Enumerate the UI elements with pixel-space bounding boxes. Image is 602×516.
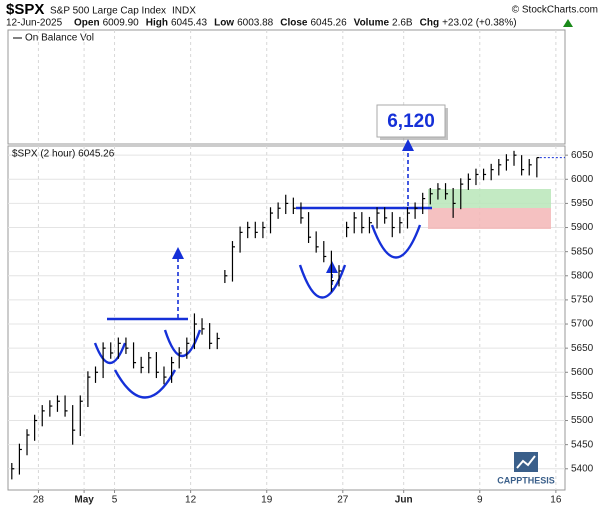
index-name: S&P 500 Large Cap Index bbox=[50, 6, 166, 17]
y-tick-label: 5550 bbox=[571, 391, 594, 402]
shoulder-arc bbox=[93, 342, 127, 364]
arrow-head bbox=[172, 247, 184, 259]
cup-arc bbox=[370, 224, 422, 259]
quote-value: 6045.26 bbox=[310, 18, 347, 29]
callout-box bbox=[376, 104, 446, 138]
quote-value: +23.02 (+0.38%) bbox=[442, 18, 517, 29]
target-zone bbox=[428, 189, 551, 208]
x-tick-label: May bbox=[74, 495, 94, 506]
y-tick-label: 5600 bbox=[571, 367, 594, 378]
head-arc bbox=[113, 369, 177, 399]
quote-line: Open 6009.90 High 6045.43 Low 6003.88 Close 604… bbox=[74, 18, 517, 29]
quote-label: Close bbox=[280, 18, 308, 29]
quote-value: 6045.43 bbox=[171, 18, 208, 29]
y-tick-label: 5900 bbox=[571, 222, 594, 233]
price-bars bbox=[11, 150, 565, 480]
price-panel bbox=[7, 145, 566, 491]
watermark: CAPPTHESIS bbox=[497, 452, 555, 485]
date: 12-Jun-2025 bbox=[6, 18, 63, 29]
y-tick-label: 5750 bbox=[571, 295, 594, 306]
up-arrow bbox=[563, 19, 573, 27]
y-tick-label: 5950 bbox=[571, 198, 594, 209]
y-tick-label: 5500 bbox=[571, 415, 594, 426]
quote-label: Volume bbox=[354, 18, 390, 29]
x-tick-label: 12 bbox=[185, 495, 197, 506]
quote-label: Low bbox=[214, 18, 234, 29]
cup-arc bbox=[298, 264, 347, 299]
arrow-head bbox=[402, 139, 414, 151]
x-tick-label: 9 bbox=[477, 495, 483, 506]
quote-value: 2.6B bbox=[392, 18, 413, 29]
quote-label: High bbox=[146, 18, 168, 29]
drawings bbox=[93, 139, 551, 399]
x-tick-label: Jun bbox=[395, 495, 413, 506]
quote-label: Chg bbox=[420, 18, 439, 29]
x-tick-label: 5 bbox=[112, 495, 118, 506]
x-tick-label: 28 bbox=[33, 495, 45, 506]
indicator-label: On Balance Vol bbox=[25, 33, 94, 44]
y-tick-label: 5650 bbox=[571, 343, 594, 354]
indicator-panel bbox=[7, 29, 566, 145]
logo-line bbox=[516, 455, 536, 469]
quote-label: Open bbox=[74, 18, 100, 29]
y-tick-label: 5800 bbox=[571, 270, 594, 281]
y-tick-label: 5700 bbox=[571, 319, 594, 330]
y-tick-label: 5400 bbox=[571, 463, 594, 474]
arrow-head bbox=[326, 261, 338, 273]
y-tick-label: 5450 bbox=[571, 439, 594, 450]
callout-text: 6,120 bbox=[387, 111, 435, 132]
x-tick-label: 19 bbox=[261, 495, 273, 506]
x-tick-label: 16 bbox=[550, 495, 562, 506]
x-tick-label: 27 bbox=[337, 495, 349, 506]
callout: 6,120 bbox=[376, 104, 448, 140]
series-legend: $SPX (2 hour) 6045.26 bbox=[12, 149, 115, 160]
watermark-text: CAPPTHESIS bbox=[497, 475, 555, 485]
y-tick-label: 5850 bbox=[571, 246, 594, 257]
y-tick-label: 6000 bbox=[571, 174, 594, 185]
shoulder-arc bbox=[163, 329, 202, 358]
quote-value: 6009.90 bbox=[103, 18, 140, 29]
exchange: INDX bbox=[172, 6, 196, 17]
y-tick-label: 6050 bbox=[571, 150, 594, 161]
logo-icon bbox=[514, 452, 538, 472]
grid: 5400 5450 5500 5550 5600 5650 5700 5750 5800 5850… bbox=[8, 30, 594, 506]
risk-zone bbox=[428, 208, 551, 229]
symbol: $SPX bbox=[6, 1, 44, 18]
quote-value: 6003.88 bbox=[237, 18, 274, 29]
credit: © StockCharts.com bbox=[512, 5, 598, 16]
